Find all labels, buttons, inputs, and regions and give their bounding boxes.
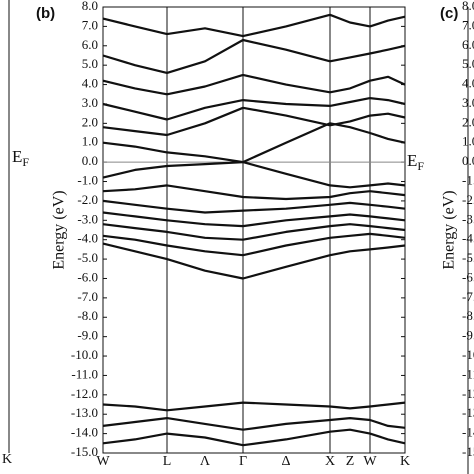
y-tick-label: -1.0	[77, 173, 98, 188]
fermi-symbol: E	[12, 147, 22, 166]
y-tick-label-cut: 4.0	[462, 76, 474, 91]
band-line	[102, 106, 406, 137]
x-tick-label: W	[96, 454, 110, 469]
fermi-subscript: F	[417, 159, 424, 173]
y-tick-label-cut: 2.0	[462, 114, 474, 129]
y-tick-label-cut: -6.0	[462, 269, 474, 284]
band-line	[102, 199, 406, 214]
band-line	[102, 13, 406, 38]
panel-label: (b)	[36, 5, 55, 22]
y-tick-label: -3.0	[77, 211, 98, 226]
band-line	[102, 211, 406, 228]
y-tick-label-cut: -8.0	[462, 308, 474, 323]
y-tick-label-cut: 6.0	[462, 37, 474, 52]
y-tick-label-cut: 5.0	[462, 56, 474, 71]
x-tick-label: Δ	[281, 454, 290, 469]
y-tick-label-cut: -11.0	[462, 366, 474, 381]
band-line	[102, 38, 406, 75]
y-tick-label-cut: -13.0	[462, 405, 474, 420]
y-tick-label: -15.0	[71, 444, 98, 459]
y-tick-label: -4.0	[77, 231, 98, 246]
band-line	[102, 401, 406, 412]
y-tick-label: -12.0	[71, 386, 98, 401]
y-tick-label-cut: -3.0	[462, 211, 474, 226]
y-tick-label: -13.0	[71, 405, 98, 420]
y-tick-label-cut: 8.0	[462, 0, 474, 13]
y-tick-label-cut: -15.0	[462, 444, 474, 459]
band-line	[102, 161, 406, 189]
y-tick-label: 6.0	[82, 37, 98, 52]
x-tick-label: K	[400, 454, 410, 469]
y-tick-label-cut: -12.0	[462, 386, 474, 401]
x-tick-label: Γ	[239, 454, 247, 469]
x-tick-label: Z	[346, 454, 355, 469]
y-tick-label: 8.0	[82, 0, 98, 13]
y-tick-label: -11.0	[71, 366, 98, 381]
y-tick-label: -7.0	[77, 289, 98, 304]
band-line	[102, 122, 406, 164]
y-tick-label-cut: 7.0	[462, 17, 474, 32]
y-tick-label: 7.0	[82, 17, 98, 32]
y-tick-label-cut: -2.0	[462, 192, 474, 207]
y-tick-label: 1.0	[82, 134, 98, 149]
band-line	[102, 417, 406, 431]
y-tick-label-cut: -5.0	[462, 250, 474, 265]
band-line	[102, 73, 406, 96]
band-line	[102, 232, 406, 257]
y-tick-label-cut: -10.0	[462, 347, 474, 362]
x-tick-label: X	[325, 454, 335, 469]
y-tick-label-cut: -7.0	[462, 289, 474, 304]
y-tick-label: -5.0	[77, 250, 98, 265]
x-tick-label: W	[363, 454, 377, 469]
y-tick-label: 3.0	[82, 95, 98, 110]
y-tick-label-cut: 0.0	[462, 153, 474, 168]
y-tick-label-cut: -9.0	[462, 328, 474, 343]
y-tick-label: -14.0	[71, 425, 98, 440]
panel-label: (c)	[440, 5, 458, 22]
y-tick-label: -6.0	[77, 269, 98, 284]
fermi-subscript: F	[22, 155, 29, 169]
y-tick-label: 0.0	[82, 153, 98, 168]
y-tick-label: -2.0	[77, 192, 98, 207]
y-tick-label: 4.0	[82, 76, 98, 91]
y-tick-label-cut: -14.0	[462, 425, 474, 440]
x-tick-label: L	[163, 454, 172, 469]
x-tick-label: Λ	[200, 454, 211, 469]
band-line	[102, 223, 406, 241]
y-tick-label: 5.0	[82, 56, 98, 71]
y-tick-label: 2.0	[82, 114, 98, 129]
band-line	[102, 428, 406, 447]
band-line	[102, 96, 406, 121]
y-tick-label-cut: -1.0	[462, 173, 474, 188]
y-tick-label-cut: 1.0	[462, 134, 474, 149]
y-tick-label-cut: -4.0	[462, 231, 474, 246]
fermi-label: EF	[407, 151, 424, 173]
band-line	[102, 184, 406, 201]
y-tick-label: -10.0	[71, 347, 98, 362]
y-axis-label: Energy (eV)	[441, 190, 458, 269]
x-tick-label: K	[2, 452, 12, 467]
y-tick-label: -9.0	[77, 328, 98, 343]
y-tick-label-cut: 3.0	[462, 95, 474, 110]
y-tick-label: -8.0	[77, 308, 98, 323]
fermi-label: EF	[12, 147, 29, 169]
band-line	[102, 242, 406, 280]
y-axis-label: Energy (eV)	[51, 190, 68, 269]
fermi-symbol: E	[407, 151, 417, 170]
